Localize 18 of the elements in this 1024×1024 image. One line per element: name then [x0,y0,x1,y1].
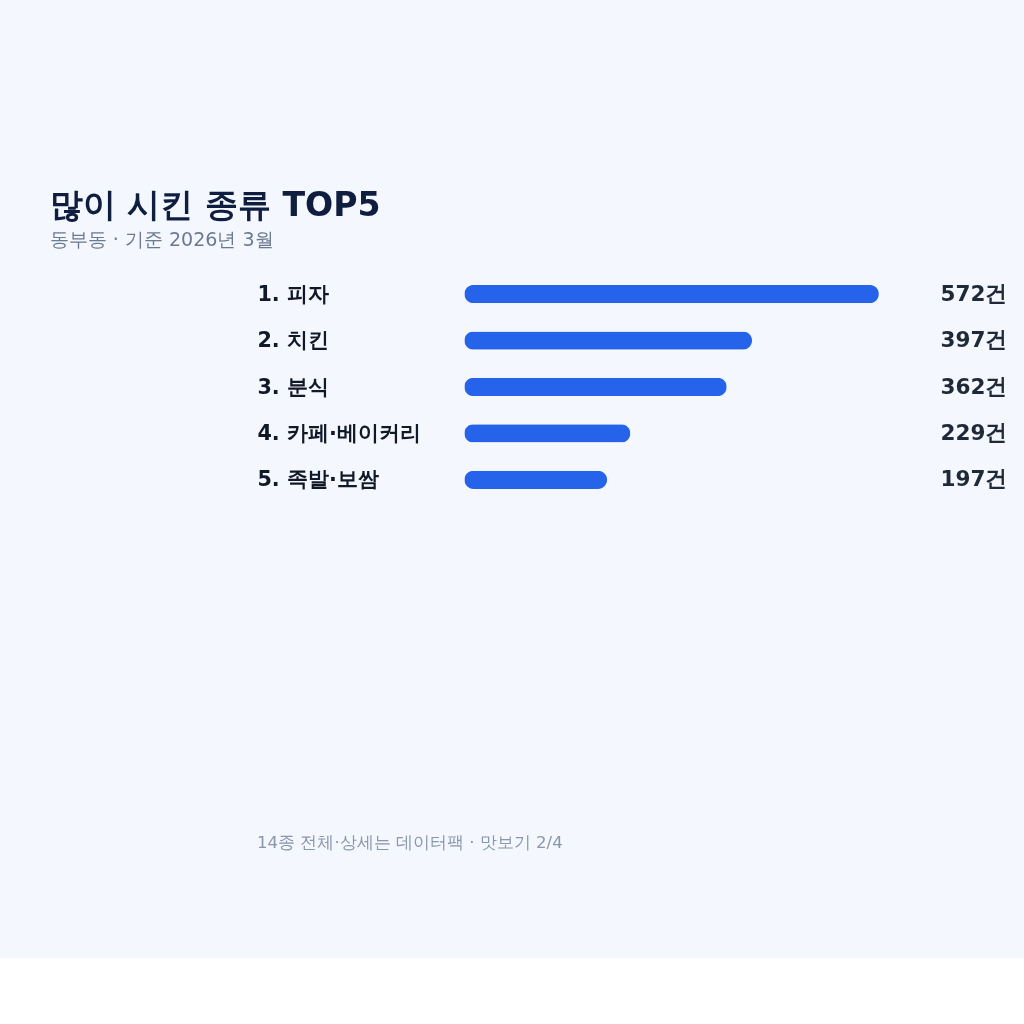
data-label: 362건 [940,373,1008,399]
data-label: 229건 [940,420,1008,446]
bar [464,424,631,443]
y-tick-label: 2. 치킨 [257,328,329,353]
y-tick-label: 5. 족발·보쌈 [257,467,379,492]
data-label: 572건 [940,280,1008,306]
data-label: 397건 [940,327,1008,353]
chart-title: 많이 시킨 종류 TOP5 [49,185,381,225]
y-tick-label: 1. 피자 [257,281,329,306]
bar [464,470,608,489]
bar [464,284,879,304]
bar [464,377,727,397]
bar [464,331,753,350]
y-tick-label: 3. 분식 [257,374,329,399]
text: 14종 전체·상세는 데이터팩 · 맛보기 2/4 [257,832,563,852]
y-tick-label: 4. 카페·베이커리 [257,421,421,446]
data-label: 197건 [940,466,1008,492]
text: 동부동 · 기준 2026년 3월 [49,228,274,251]
